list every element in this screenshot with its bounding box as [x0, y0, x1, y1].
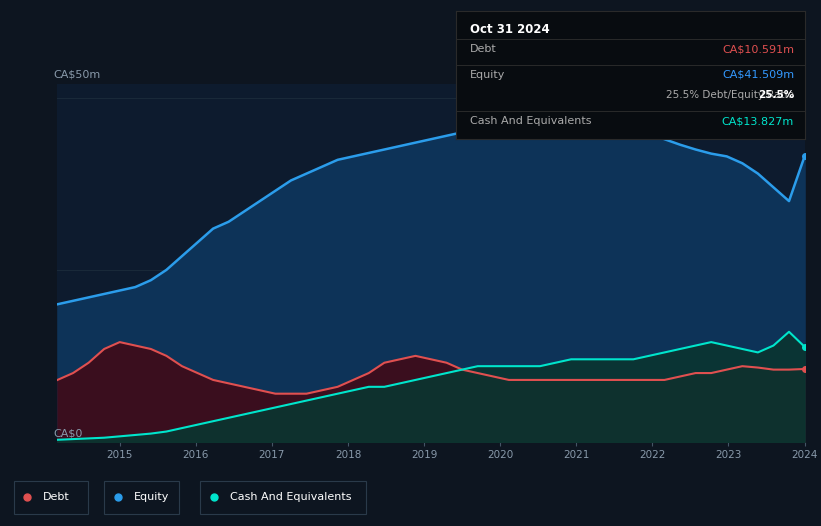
Text: CA$10.591m: CA$10.591m: [722, 44, 794, 54]
Text: Debt: Debt: [470, 44, 497, 54]
Text: CA$0: CA$0: [53, 428, 83, 438]
Text: Cash And Equivalents: Cash And Equivalents: [470, 116, 591, 126]
Text: Debt: Debt: [43, 492, 70, 502]
Text: Equity: Equity: [134, 492, 169, 502]
Text: Cash And Equivalents: Cash And Equivalents: [230, 492, 351, 502]
Text: Equity: Equity: [470, 70, 505, 80]
Text: CA$41.509m: CA$41.509m: [722, 70, 794, 80]
Text: 25.5% Debt/Equity Ratio: 25.5% Debt/Equity Ratio: [666, 90, 794, 100]
Text: CA$13.827m: CA$13.827m: [722, 116, 794, 126]
Text: 25.5%: 25.5%: [758, 90, 794, 100]
Text: Oct 31 2024: Oct 31 2024: [470, 23, 549, 36]
Text: CA$50m: CA$50m: [53, 70, 101, 80]
